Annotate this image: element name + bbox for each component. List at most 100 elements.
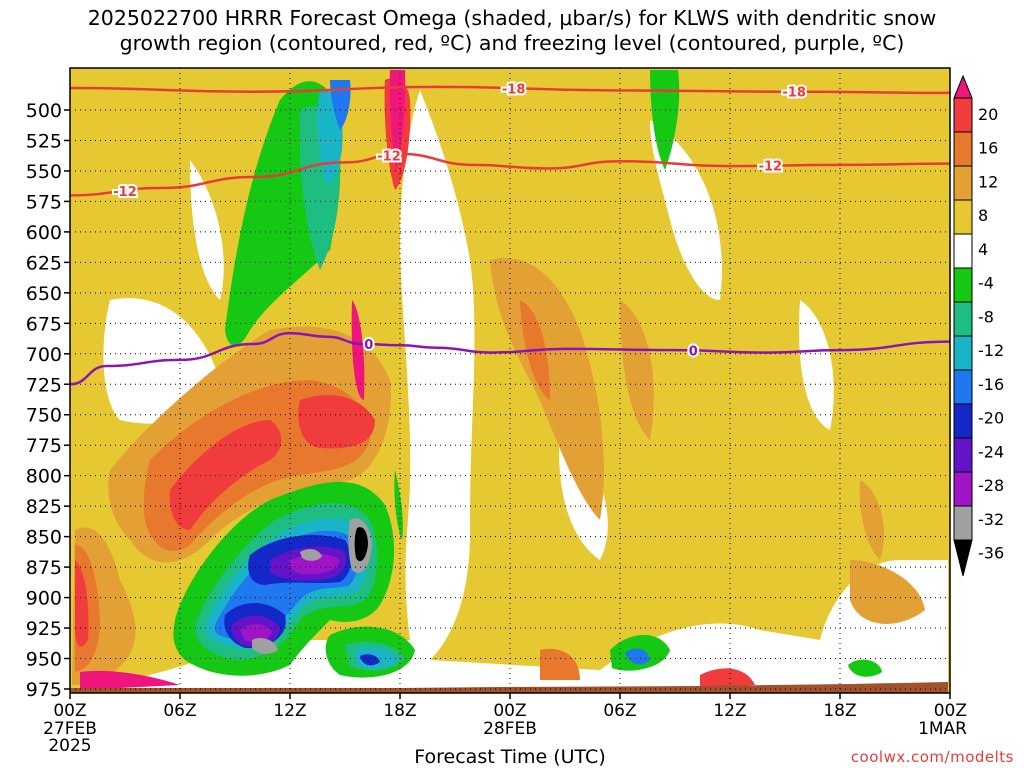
x-tick-label: 00Z bbox=[493, 701, 526, 721]
contour-label: 0 bbox=[362, 336, 375, 355]
y-tick-label: 825 bbox=[26, 496, 62, 518]
field-band-12-16 bbox=[540, 648, 580, 680]
chart-title-line-2: growth region (contoured, red, ºC) and f… bbox=[119, 31, 905, 55]
y-tick-label: 950 bbox=[26, 649, 62, 671]
contour-label: -12 bbox=[375, 148, 403, 167]
field-band-8-12 bbox=[859, 480, 884, 560]
field-band-minus16-minus20 bbox=[625, 648, 650, 665]
contour-label: 0 bbox=[687, 343, 700, 362]
colorbar-segment bbox=[953, 437, 973, 473]
x-tick-label: 00Z bbox=[53, 701, 86, 721]
field-band-minus28-minus32 bbox=[240, 624, 272, 643]
colorbar-label: 8 bbox=[978, 206, 988, 225]
y-tick-label: 550 bbox=[26, 161, 62, 183]
field-band-20-plus bbox=[80, 670, 180, 690]
x-tick-sublabel: 28FEB bbox=[483, 719, 537, 739]
field-band-20-plus bbox=[389, 70, 406, 170]
field-band-minus4-minus8 bbox=[650, 70, 680, 170]
omega-shaded-field bbox=[70, 68, 950, 693]
contour-label-text: -12 bbox=[377, 150, 401, 165]
colorbar-label: -36 bbox=[978, 544, 1004, 563]
field-band-minus28-minus32 bbox=[289, 554, 340, 575]
field-band-minus16-minus20 bbox=[330, 80, 351, 130]
gridlines bbox=[70, 68, 950, 693]
colorbar-label: 16 bbox=[978, 139, 998, 158]
field-band-16-20 bbox=[700, 668, 755, 688]
colorbar-segment bbox=[953, 165, 973, 201]
y-tick-label: 500 bbox=[26, 100, 62, 122]
x-tick-label: 00Z bbox=[934, 701, 967, 721]
x-tick-label: 12Z bbox=[713, 701, 746, 721]
x-tick-sublabel: 27FEB bbox=[43, 719, 97, 739]
y-tick-label: 600 bbox=[26, 222, 62, 244]
temperature-contours bbox=[70, 85, 950, 386]
source-credit: coolwx.com/modelts bbox=[850, 748, 1014, 766]
y-tick-label: 975 bbox=[26, 679, 62, 701]
field-neutral-region bbox=[190, 160, 224, 300]
x-tick-label: 12Z bbox=[273, 701, 306, 721]
contour-label-text: -12 bbox=[759, 160, 783, 175]
contour-line-0 bbox=[70, 331, 950, 386]
field-band-16-20 bbox=[298, 395, 375, 449]
colorbar-label: -12 bbox=[978, 341, 1004, 360]
contour-label-text: -12 bbox=[113, 185, 137, 200]
contour-label-text: -18 bbox=[782, 86, 806, 101]
field-band-minus20-minus24 bbox=[360, 654, 380, 666]
colorbar-label: 12 bbox=[978, 172, 998, 191]
x-tick-sublabel: 1MAR bbox=[918, 719, 967, 739]
field-band-20-plus bbox=[351, 300, 365, 400]
colorbar-label: 4 bbox=[978, 240, 988, 259]
chart-title-line-1: 2025022700 HRRR Forecast Omega (shaded, … bbox=[87, 6, 937, 30]
y-tick-label: 850 bbox=[26, 527, 62, 549]
y-tick-label: 700 bbox=[26, 344, 62, 366]
contour-label: -12 bbox=[757, 158, 785, 177]
y-axis: 500 525 550 575 600 625 650 675 700 725 750 775 800 8… bbox=[26, 100, 70, 701]
colorbar-segment bbox=[953, 471, 973, 507]
y-tick-label: 925 bbox=[26, 618, 62, 640]
colorbar-label: -32 bbox=[978, 510, 1004, 529]
field-band-16-20 bbox=[75, 560, 89, 647]
colorbar-bottom-arrow bbox=[953, 539, 973, 577]
field-band-minus32-minus36 bbox=[300, 548, 322, 561]
field-band-minus4-minus8 bbox=[394, 470, 403, 540]
y-tick-label: 900 bbox=[26, 588, 62, 610]
colorbar-label: -8 bbox=[978, 307, 994, 326]
colorbar-segment bbox=[953, 267, 973, 303]
y-tick-label: 525 bbox=[26, 130, 62, 152]
x-tick-label: 18Z bbox=[823, 701, 856, 721]
colorbar-segment bbox=[953, 369, 973, 405]
contour-label-text: 0 bbox=[364, 338, 373, 353]
contour-line--18 bbox=[70, 85, 950, 95]
x-tick-label: 06Z bbox=[163, 701, 196, 721]
contour-label-text: 0 bbox=[689, 345, 698, 360]
colorbar-top-arrow bbox=[953, 74, 973, 99]
field-band-8-12 bbox=[850, 560, 925, 624]
colorbar-segment bbox=[953, 233, 973, 269]
y-tick-label: 675 bbox=[26, 313, 62, 335]
colorbar-segment bbox=[953, 97, 973, 133]
contour-label: -18 bbox=[780, 84, 808, 103]
colorbar-segment bbox=[953, 199, 973, 235]
field-band-8-12 bbox=[620, 300, 654, 440]
colorbar-segment bbox=[953, 131, 973, 167]
x-tick-sublabel: 2025 bbox=[48, 736, 91, 756]
colorbar-segment bbox=[953, 505, 973, 541]
field-band-16-20 bbox=[169, 420, 282, 530]
field-neutral-region bbox=[650, 120, 722, 300]
y-tick-label: 650 bbox=[26, 283, 62, 305]
chart-title: 2025022700 HRRR Forecast Omega (shaded, … bbox=[0, 6, 1024, 56]
contour-label: -12 bbox=[111, 183, 139, 202]
x-tick-label: 06Z bbox=[603, 701, 636, 721]
y-tick-label: 775 bbox=[26, 435, 62, 457]
field-band-minus36-plus bbox=[354, 527, 368, 562]
temperature-contour-labels: -18 -18 -12 -12 -12 0 0 bbox=[111, 80, 808, 362]
y-tick-label: 575 bbox=[26, 191, 62, 213]
y-tick-label: 800 bbox=[26, 466, 62, 488]
field-neutral-region bbox=[70, 90, 948, 693]
x-axis-label: Forecast Time (UTC) bbox=[414, 746, 606, 768]
colorbar-segment bbox=[953, 335, 973, 371]
y-tick-label: 725 bbox=[26, 374, 62, 396]
contour-label: -18 bbox=[500, 80, 528, 99]
colorbar-label: 20 bbox=[978, 105, 998, 124]
